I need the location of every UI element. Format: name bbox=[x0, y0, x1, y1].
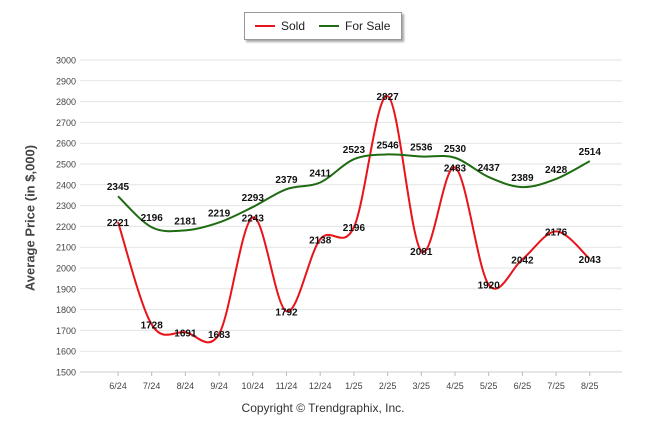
data-label-sold: 1792 bbox=[275, 307, 298, 318]
x-tick-label: 4/25 bbox=[446, 381, 464, 391]
data-label-forsale: 2514 bbox=[579, 147, 602, 158]
data-label-forsale: 2181 bbox=[174, 216, 197, 227]
x-tick-label: 6/24 bbox=[109, 381, 127, 391]
data-label-forsale: 2219 bbox=[208, 208, 231, 219]
x-tick-label: 10/24 bbox=[242, 381, 265, 391]
data-label-forsale: 2345 bbox=[107, 182, 130, 193]
x-tick-label: 8/25 bbox=[581, 381, 599, 391]
y-tick-label: 2800 bbox=[56, 97, 76, 107]
y-axis-label: Average Price (in $,000) bbox=[22, 144, 38, 292]
y-tick-label: 2500 bbox=[56, 160, 76, 170]
y-tick-label: 1700 bbox=[56, 326, 76, 336]
data-label-forsale: 2196 bbox=[141, 213, 164, 224]
y-tick-label: 2700 bbox=[56, 118, 76, 128]
data-label-sold: 1728 bbox=[141, 321, 164, 332]
y-tick-label: 2600 bbox=[56, 139, 76, 149]
legend-swatch-sold bbox=[255, 25, 275, 27]
y-tick-label: 2900 bbox=[56, 76, 76, 86]
y-tick-label: 1800 bbox=[56, 305, 76, 315]
x-tick-label: 11/24 bbox=[276, 381, 298, 391]
data-label-sold: 1691 bbox=[174, 328, 197, 339]
y-tick-label: 1500 bbox=[56, 368, 76, 378]
data-label-forsale: 2411 bbox=[309, 169, 331, 180]
data-label-forsale: 2428 bbox=[545, 165, 568, 176]
y-tick-label: 1600 bbox=[56, 347, 76, 357]
x-tick-label: 6/25 bbox=[514, 381, 532, 391]
data-label-sold: 2081 bbox=[410, 247, 433, 258]
x-tick-label: 5/25 bbox=[480, 381, 498, 391]
copyright-text: Copyright © Trendgraphix, Inc. bbox=[241, 401, 405, 415]
data-label-sold: 2043 bbox=[579, 255, 602, 266]
legend-swatch-forsale bbox=[319, 25, 340, 27]
data-label-forsale: 2379 bbox=[275, 175, 298, 186]
x-tick-label: 3/25 bbox=[413, 381, 431, 391]
x-tick-label: 7/24 bbox=[143, 381, 161, 391]
legend-item-sold: Sold bbox=[255, 19, 305, 33]
x-tick-label: 1/25 bbox=[345, 381, 363, 391]
legend-label-forsale: For Sale bbox=[345, 19, 391, 33]
series-line-forsale bbox=[117, 153, 591, 233]
data-label-forsale: 2523 bbox=[343, 145, 366, 156]
legend: Sold For Sale bbox=[244, 12, 402, 40]
legend-label-sold: Sold bbox=[281, 19, 306, 33]
y-tick-label: 3000 bbox=[56, 56, 76, 66]
data-label-sold: 2138 bbox=[309, 235, 332, 246]
data-label-sold: 2483 bbox=[444, 164, 467, 175]
y-tick-label: 2300 bbox=[56, 201, 76, 211]
y-tick-label: 2000 bbox=[56, 264, 76, 274]
series-line-sold bbox=[117, 94, 591, 344]
x-tick-label: 7/25 bbox=[547, 381, 565, 391]
data-label-forsale: 2293 bbox=[242, 193, 265, 204]
data-label-forsale: 2530 bbox=[444, 144, 467, 155]
x-tick-label: 12/24 bbox=[309, 381, 332, 391]
data-label-sold: 2042 bbox=[511, 255, 534, 266]
data-label-sold: 1683 bbox=[208, 330, 231, 341]
data-label-forsale: 2546 bbox=[376, 140, 399, 151]
data-label-sold: 2243 bbox=[242, 213, 265, 224]
y-tick-label: 2200 bbox=[56, 222, 76, 232]
data-label-sold: 2196 bbox=[343, 223, 366, 234]
x-tick-label: 2/25 bbox=[379, 381, 397, 391]
x-tick-label: 9/24 bbox=[210, 381, 228, 391]
y-tick-label: 2100 bbox=[56, 243, 76, 253]
data-label-sold: 2221 bbox=[107, 218, 130, 229]
y-tick-label: 1900 bbox=[56, 284, 76, 294]
data-label-forsale: 2536 bbox=[410, 143, 433, 154]
data-label-sold: 1920 bbox=[478, 281, 501, 292]
data-label-forsale: 2389 bbox=[511, 173, 534, 184]
legend-item-forsale: For Sale bbox=[319, 19, 390, 33]
data-label-forsale: 2437 bbox=[478, 163, 501, 174]
data-label-sold: 2827 bbox=[376, 92, 399, 103]
data-label-sold: 2176 bbox=[545, 227, 568, 238]
x-tick-label: 8/24 bbox=[177, 381, 195, 391]
y-tick-label: 2400 bbox=[56, 180, 76, 190]
